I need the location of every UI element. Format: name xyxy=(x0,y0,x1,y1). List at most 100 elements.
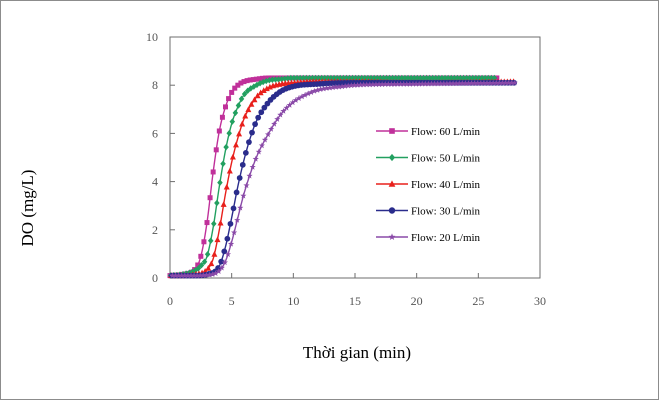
data-point xyxy=(311,87,318,94)
data-point xyxy=(288,74,294,82)
data-point xyxy=(220,201,227,207)
legend-item: Flow: 50 L/min xyxy=(376,153,481,165)
data-point xyxy=(426,74,433,82)
data-point xyxy=(400,80,407,87)
data-point xyxy=(406,80,413,87)
legend-item: Flow: 20 L/min xyxy=(376,232,481,244)
data-point xyxy=(239,161,246,168)
data-point xyxy=(485,74,491,82)
data-point xyxy=(239,120,246,127)
data-point xyxy=(208,260,215,267)
data-point xyxy=(511,79,518,86)
data-point xyxy=(326,84,333,91)
data-point xyxy=(420,74,427,82)
data-point xyxy=(241,90,248,98)
x-tick-label: 15 xyxy=(349,294,361,308)
data-point xyxy=(312,74,319,82)
data-point xyxy=(227,220,234,227)
data-point xyxy=(229,89,235,95)
data-point xyxy=(331,74,337,82)
data-point xyxy=(342,82,349,89)
data-point xyxy=(261,136,269,143)
legend-label: Flow: 30 L/min xyxy=(411,206,481,218)
data-point xyxy=(348,82,355,89)
data-point xyxy=(466,74,473,82)
data-point xyxy=(217,219,224,226)
data-point xyxy=(244,78,250,84)
data-point xyxy=(443,80,450,87)
x-tick-label: 25 xyxy=(472,294,484,308)
y-tick-label: 4 xyxy=(152,175,158,189)
data-point xyxy=(305,90,312,97)
data-point xyxy=(429,74,436,82)
legend-label: Flow: 20 L/min xyxy=(411,232,481,244)
data-point xyxy=(238,80,244,86)
data-point xyxy=(386,74,393,82)
data-point xyxy=(298,93,306,100)
data-point xyxy=(263,75,269,81)
data-point xyxy=(394,80,401,87)
data-point xyxy=(317,86,324,93)
data-point xyxy=(252,155,259,162)
data-point xyxy=(211,220,217,228)
data-point xyxy=(258,142,265,149)
data-point xyxy=(255,148,262,155)
y-tick-label: 10 xyxy=(146,30,158,44)
data-point xyxy=(237,204,244,211)
data-point xyxy=(257,89,264,96)
data-point xyxy=(285,75,291,82)
data-point xyxy=(388,207,396,214)
data-point xyxy=(233,189,240,196)
data-point xyxy=(195,265,202,272)
data-point xyxy=(216,128,222,134)
data-point xyxy=(471,80,478,86)
data-point xyxy=(451,74,458,82)
series-2 xyxy=(167,74,498,279)
data-point xyxy=(368,74,374,82)
data-point xyxy=(201,258,208,266)
legend-label: Flow: 50 L/min xyxy=(411,153,481,165)
x-tick-label: 0 xyxy=(167,294,173,308)
data-point xyxy=(277,111,284,118)
data-point xyxy=(380,74,387,82)
legend-label: Flow: 40 L/min xyxy=(411,179,481,191)
data-point xyxy=(439,74,445,82)
data-point xyxy=(246,172,253,179)
legend-label: Flow: 60 L/min xyxy=(411,126,481,138)
data-point xyxy=(315,74,322,82)
data-point xyxy=(388,80,395,87)
data-point xyxy=(318,74,325,82)
data-point xyxy=(359,74,365,82)
x-tick-label: 10 xyxy=(287,294,299,308)
data-point xyxy=(209,271,216,278)
data-point xyxy=(365,74,371,82)
legend-item: Flow: 30 L/min xyxy=(376,206,481,218)
data-point xyxy=(300,74,306,82)
data-point xyxy=(236,175,243,181)
data-point xyxy=(207,195,213,201)
data-point xyxy=(242,112,249,119)
data-point xyxy=(399,74,405,82)
y-tick-label: 0 xyxy=(152,271,158,285)
data-point xyxy=(201,239,207,245)
data-point xyxy=(249,129,255,136)
data-point xyxy=(416,80,423,87)
data-point xyxy=(459,80,466,87)
data-point xyxy=(434,80,441,87)
data-point xyxy=(242,150,249,156)
data-point xyxy=(352,74,359,82)
data-point xyxy=(226,96,232,102)
data-point xyxy=(457,74,464,82)
data-point xyxy=(382,81,389,87)
data-point xyxy=(362,74,368,82)
data-point xyxy=(190,272,198,279)
data-point xyxy=(198,262,205,269)
data-point xyxy=(234,216,241,223)
data-point xyxy=(473,74,479,82)
data-point xyxy=(269,76,276,84)
data-point xyxy=(248,100,255,107)
data-point xyxy=(258,109,265,116)
data-point xyxy=(391,80,398,87)
x-tick-label: 5 xyxy=(229,294,235,308)
data-point xyxy=(231,229,238,236)
